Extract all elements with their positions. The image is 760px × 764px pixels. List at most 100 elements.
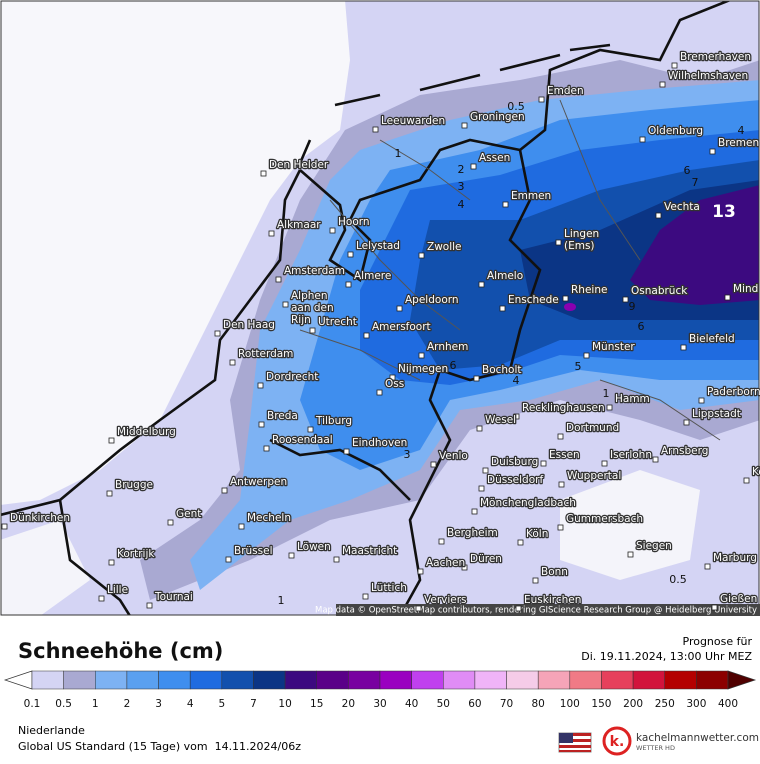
city-label: Euskirchen [524,594,581,606]
legend-label: 400 [718,698,738,710]
city-label: Den Helder [269,159,329,171]
city-label: Utrecht [318,316,357,328]
city-label: Kortrijk [117,548,155,560]
city-marker [639,136,646,143]
legend-label: 250 [655,698,675,710]
city-marker [461,564,468,571]
legend-swatch [601,670,634,690]
legend-label: 4 [187,698,194,710]
contour-label: 4 [458,198,465,211]
legend-swatch [316,670,349,690]
city-marker [343,448,350,455]
city-label: Arnhem [427,341,468,353]
city-label: Almelo [487,270,523,282]
contour-label: 1 [603,387,610,400]
city-marker [538,96,545,103]
city-marker [652,456,659,463]
contour-label: 3 [458,180,465,193]
city-label: Alphen [291,290,328,302]
city-label: Den Haag [223,319,275,331]
contour-label: 6 [450,359,457,372]
city-label: Emmen [511,190,551,202]
city-marker [347,251,354,258]
city-marker [372,126,379,133]
legend-label: 50 [437,698,450,710]
city-marker [461,122,468,129]
city-label: Bremerhaven [680,51,751,63]
city-marker [557,433,564,440]
contour-label: 4 [738,124,745,137]
city-marker [376,389,383,396]
city-label: Korbac [752,466,760,478]
province-lines [299,99,721,441]
city-label: Bonn [541,566,568,578]
city-label: Almere [354,270,391,282]
city-marker [471,508,478,515]
contour-label: 0.5 [507,100,525,113]
city-marker [333,556,340,563]
city-label: Recklinghausen [522,402,605,414]
legend-swatch [31,670,64,690]
city-marker [260,170,267,177]
city-label: Rheine [571,284,607,296]
city-marker [417,568,424,575]
legend-swatch [158,670,191,690]
city-marker [709,148,716,155]
city-marker [418,352,425,359]
city-marker [438,538,445,545]
legend-label: 70 [500,698,513,710]
legend-label: 1 [92,698,99,710]
city-label: Lüttich [371,582,407,594]
city-marker [470,163,477,170]
legend-label: 5 [218,698,225,710]
legend-swatch [696,670,729,690]
city-marker [704,563,711,570]
contour-label: 1 [395,147,402,160]
legend-bar: 0.1 0.5 1 2 3 4 5 7 10 15 20 30 40 50 60 70 80 100 150 200 2… [3,670,757,710]
city-marker [680,344,687,351]
city-marker [606,404,613,411]
city-marker [478,485,485,492]
us-flag [558,732,592,753]
city-label: Assen [479,152,510,164]
city-marker [655,212,662,219]
city-marker [214,330,221,337]
cities: Bremerhaven Wilhelmshaven Emden Leeuwarden G… [1,50,760,612]
legend-swatch [443,670,476,690]
city-label: Lille [107,584,128,596]
city-marker [329,227,336,234]
city-marker [106,490,113,497]
city-label: Amersfoort [372,321,431,333]
city-label: Gent [176,508,201,520]
legend-swatch [63,670,96,690]
legend-swatch [537,670,571,690]
contour-label: 2 [458,163,465,176]
city-label: Mecheln [247,512,291,524]
legend-label: 40 [405,698,418,710]
city-label: Brüssel [234,545,273,557]
city-label: Aachen [426,557,465,569]
city-marker [258,421,265,428]
legend-swatch [379,670,412,690]
city-label: Mönchengladbach [480,497,576,509]
city-label: Münster [592,341,635,353]
city-marker [363,332,370,339]
city-marker [307,426,314,433]
city-label: Gummersbach [566,513,643,525]
city-marker [221,487,228,494]
city-marker [515,605,522,612]
contour-label: 1 [278,594,285,607]
legend-swatch [632,670,665,690]
city-marker [1,523,8,530]
legend-swatch [474,670,507,690]
legend-label: 0.5 [55,698,72,710]
city-label: Osnabrück [631,285,688,297]
brand-sub: WETTER HD [636,744,675,752]
city-label: Düsseldorf [487,474,543,486]
city-marker [415,605,422,612]
city-marker [268,230,275,237]
city-label: Lingen [564,228,599,240]
legend-arrow-right [727,670,757,690]
